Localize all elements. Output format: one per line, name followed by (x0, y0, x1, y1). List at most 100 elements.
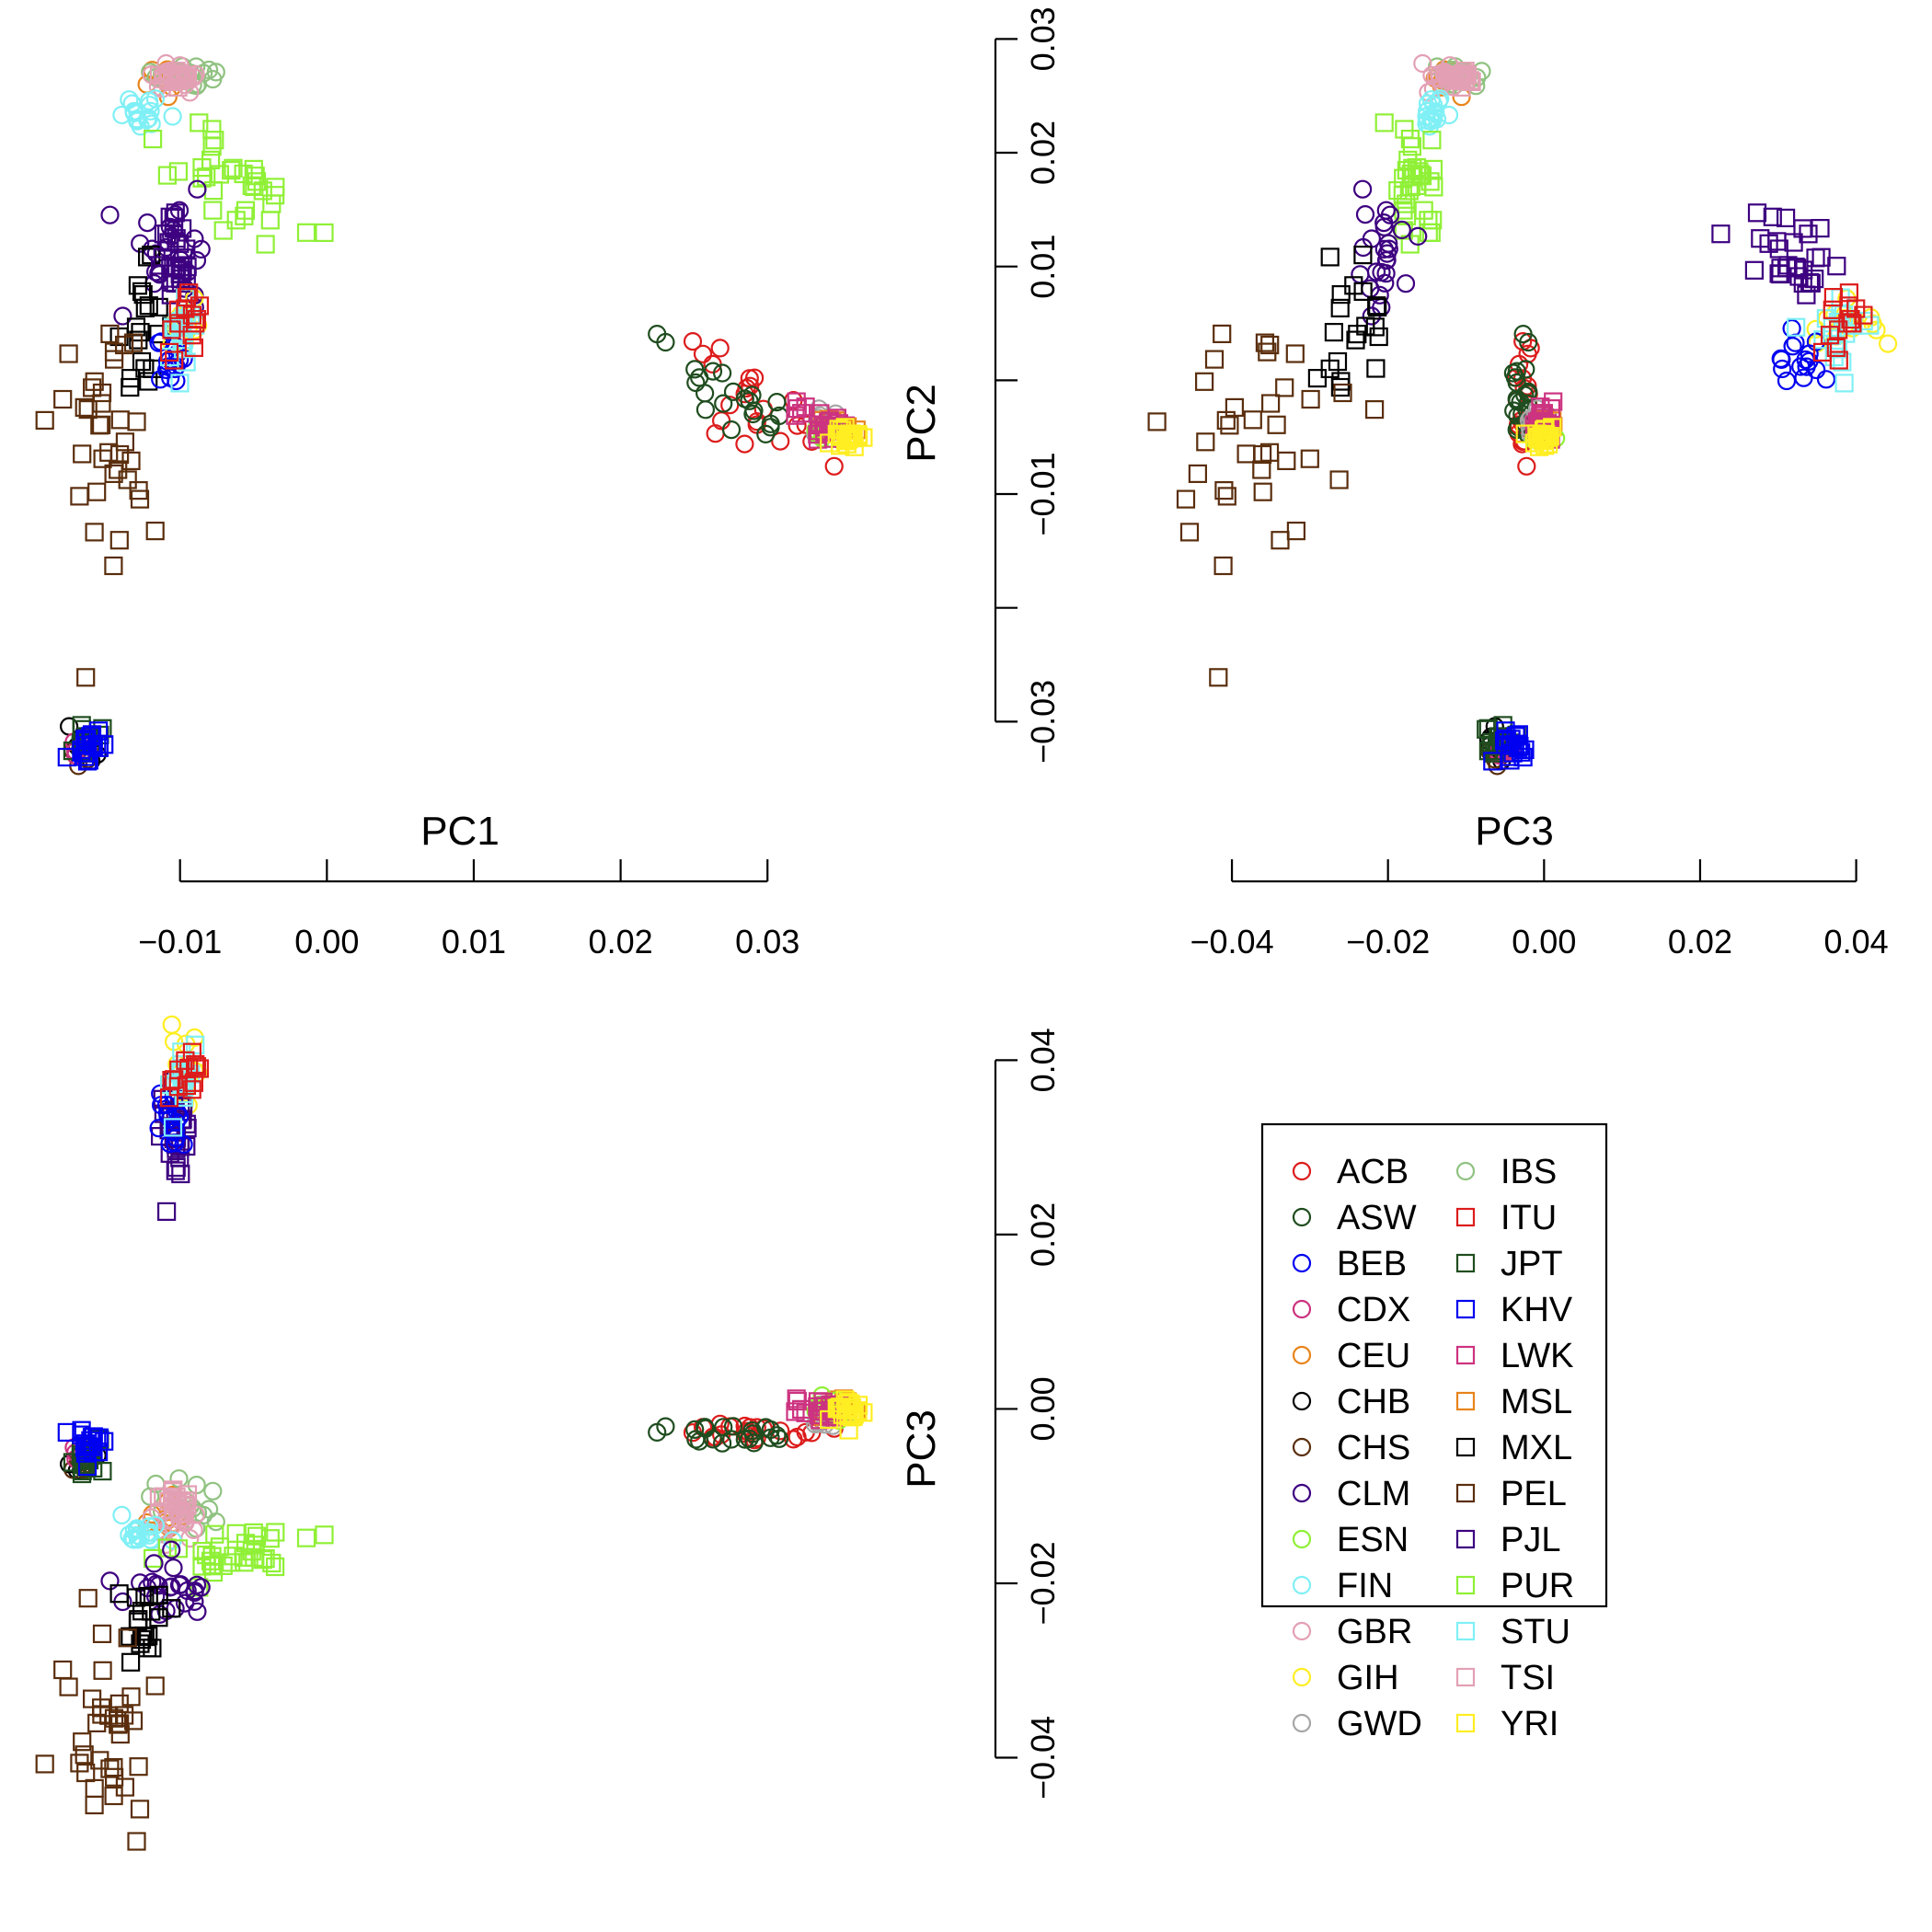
point-pur (192, 1557, 212, 1576)
tick-label: −0.01 (138, 923, 222, 960)
point-pjl (1751, 229, 1770, 248)
point-beb (1807, 360, 1826, 380)
point-clm (176, 1593, 195, 1613)
point-asw (1292, 1207, 1312, 1227)
legend-item-msl: MSL (1455, 1383, 1572, 1421)
point-clm (191, 239, 211, 259)
point-lwk (1455, 1345, 1476, 1365)
point-acb (771, 431, 790, 451)
point-clm (1379, 239, 1398, 259)
point-pel (85, 523, 104, 542)
point-clm (188, 1602, 207, 1621)
legend-label: FIN (1337, 1567, 1393, 1605)
point-pur (1374, 113, 1394, 132)
legend-item-lwk: LWK (1455, 1337, 1574, 1375)
point-pel (85, 1795, 104, 1815)
point-pel (1236, 444, 1256, 464)
point-beb (170, 1107, 190, 1126)
point-itu (162, 320, 181, 339)
point-pel (1204, 350, 1225, 369)
point-pel (82, 378, 102, 397)
point-itu (1823, 300, 1842, 319)
point-clm (100, 205, 120, 224)
point-asw (656, 1417, 675, 1436)
point-gbr (1292, 1621, 1312, 1641)
point-pjl (170, 234, 190, 253)
legend-label: PUR (1501, 1567, 1574, 1605)
point-pur (1421, 223, 1441, 242)
x-axis-pc1: −0.01 0.00 0.01 0.02 0.03 (138, 859, 799, 960)
point-chs (1292, 1437, 1312, 1457)
point-asw (744, 1433, 764, 1453)
point-pur (1422, 131, 1442, 150)
point-mxl (129, 330, 148, 350)
point-acb (735, 434, 754, 454)
legend-item-ceu: CEU (1292, 1337, 1410, 1375)
point-khv (77, 1441, 97, 1460)
point-pel (109, 531, 129, 550)
legend-item-khv: KHV (1455, 1291, 1573, 1329)
point-pel (104, 1757, 123, 1777)
point-mxl (128, 1612, 147, 1631)
point-mxl (139, 1586, 158, 1606)
tick-label: −0.04 (1024, 1716, 1062, 1800)
point-clm (187, 251, 207, 270)
point-yri (1539, 428, 1558, 447)
point-mxl (1348, 325, 1367, 344)
tick-label: 0.03 (735, 923, 799, 960)
point-pel (1329, 470, 1349, 489)
point-asw (743, 404, 763, 424)
point-pur (197, 1545, 216, 1565)
point-asw (721, 420, 742, 440)
legend-item-pjl: PJL (1455, 1521, 1560, 1559)
point-lwk (796, 1403, 815, 1422)
point-pjl (1797, 285, 1816, 305)
point-khv (57, 747, 76, 767)
point-mxl (1353, 246, 1373, 265)
point-acb (710, 339, 730, 358)
point-fin (120, 1525, 139, 1545)
point-itu (184, 1073, 203, 1092)
x-axis-pc3: −0.04 −0.02 0.00 0.02 0.04 (1190, 859, 1889, 960)
point-pur (235, 1553, 254, 1572)
point-stu (163, 1118, 183, 1137)
point-itu (1838, 314, 1857, 333)
point-mxl (139, 372, 158, 391)
point-pur (144, 130, 163, 149)
legend-label: MXL (1501, 1429, 1572, 1467)
point-pel (104, 1708, 124, 1728)
point-mxl (1320, 359, 1340, 378)
point-asw (696, 1419, 716, 1438)
point-beb (1772, 350, 1791, 369)
point-tsi (178, 1496, 197, 1515)
legend-item-chs: CHS (1292, 1429, 1410, 1467)
point-pel (123, 333, 144, 352)
point-clm (1376, 201, 1396, 220)
point-pel (1213, 556, 1233, 576)
point-pel (53, 389, 73, 409)
legend-label: JPT (1501, 1245, 1563, 1283)
legend-label: IBS (1501, 1153, 1557, 1191)
point-jpt (93, 1461, 112, 1481)
point-pel (109, 1714, 130, 1733)
point-pel (130, 1800, 150, 1819)
point-clm (164, 1558, 183, 1578)
legend-item-acb: ACB (1292, 1153, 1409, 1191)
point-pel (91, 1698, 111, 1718)
point-tsi (1460, 71, 1480, 90)
point-pel (91, 415, 111, 434)
legend-item-jpt: JPT (1455, 1245, 1563, 1283)
point-asw (695, 384, 715, 403)
point-pel (104, 556, 123, 576)
point-khv (57, 1422, 76, 1443)
point-yri (835, 1390, 855, 1409)
point-acb (1292, 1161, 1312, 1181)
point-acb (720, 396, 740, 415)
diagonal-label-pc3-vertical: PC3 (899, 1409, 944, 1489)
point-pel (1275, 378, 1294, 397)
point-yri (1534, 431, 1553, 451)
point-pur (296, 1528, 316, 1547)
legend-label: PJL (1501, 1521, 1560, 1559)
point-mxl (128, 276, 147, 295)
point-pel (127, 1832, 146, 1851)
